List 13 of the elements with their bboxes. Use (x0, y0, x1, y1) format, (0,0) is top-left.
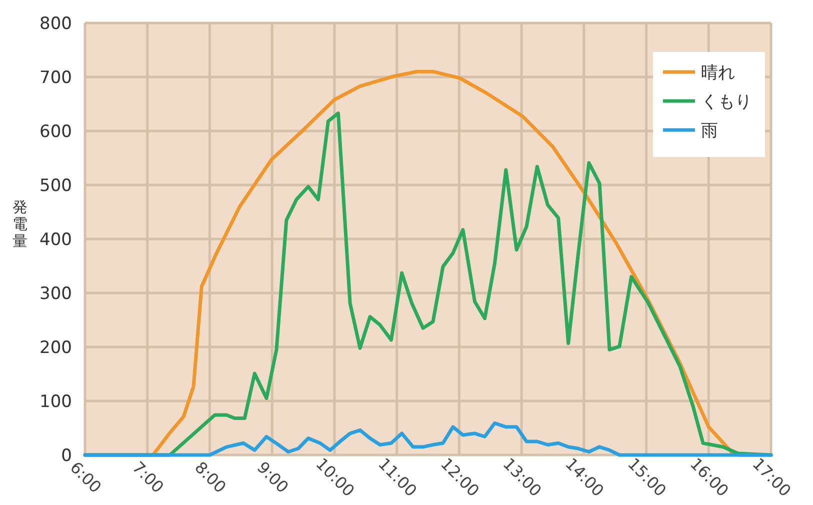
legend-label: 雨 (701, 121, 718, 141)
y-tick-label: 0 (61, 446, 72, 466)
y-tick-label: 100 (40, 392, 72, 412)
y-tick-label: 300 (40, 284, 72, 304)
legend-label: 晴れ (701, 63, 735, 83)
y-tick-label: 200 (40, 338, 72, 358)
y-tick-label: 500 (40, 176, 72, 196)
y-axis-title: 発電量 (12, 198, 28, 250)
y-tick-label: 600 (40, 122, 72, 142)
y-tick-label: 800 (40, 14, 72, 34)
y-tick-label: 400 (40, 230, 72, 250)
legend-label: くもり (701, 92, 752, 112)
y-tick-label: 700 (40, 68, 72, 88)
